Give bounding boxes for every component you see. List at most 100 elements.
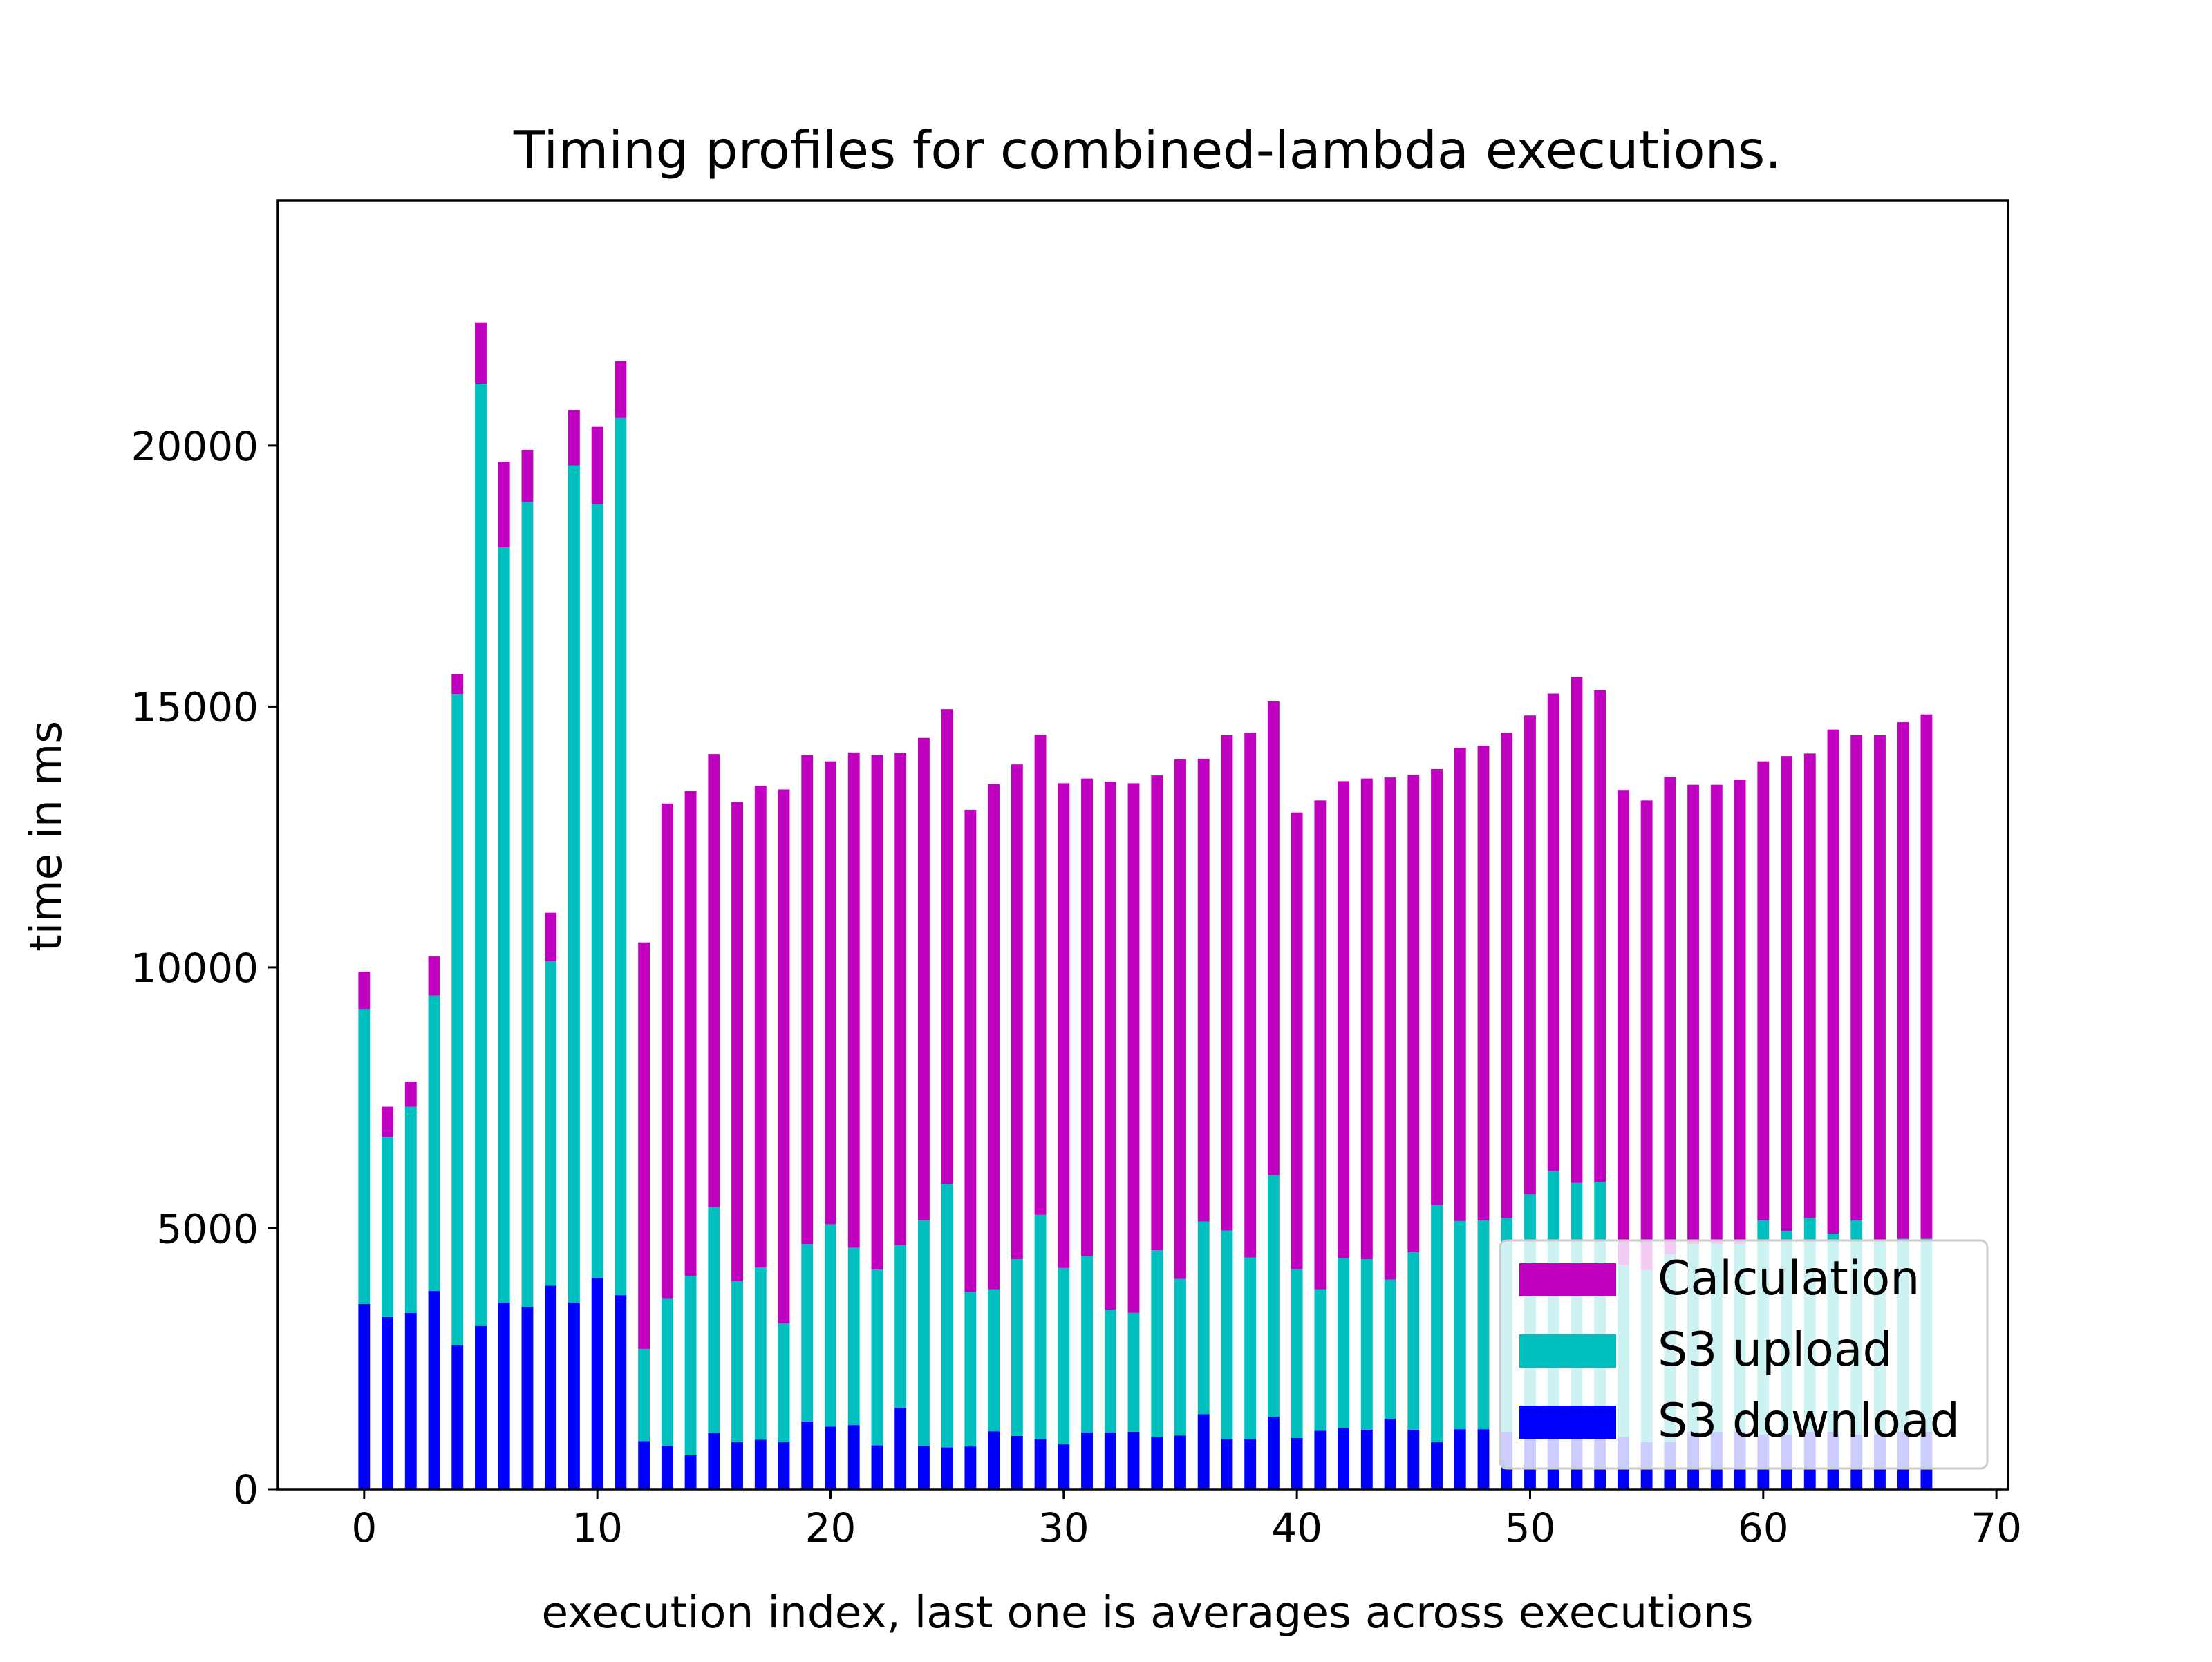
bar-segment-s3-download <box>475 1325 487 1489</box>
legend-label: Calculation <box>1658 1252 1920 1306</box>
bar-segment-s3-upload <box>1151 1250 1163 1437</box>
bar-segment-s3-download <box>428 1291 440 1489</box>
bar-segment-s3-download <box>521 1307 534 1489</box>
bar-segment-calculation <box>1197 758 1210 1222</box>
bar-segment-calculation <box>1104 782 1116 1310</box>
bar-segment-s3-download <box>1221 1439 1233 1489</box>
bar-segment-s3-download <box>1197 1414 1210 1489</box>
bar-segment-calculation <box>1291 812 1303 1269</box>
bar-segment-s3-download <box>847 1425 860 1489</box>
bar-segment-calculation <box>778 789 790 1323</box>
bar-segment-s3-download <box>1244 1439 1257 1489</box>
bar-segment-calculation <box>1338 781 1350 1258</box>
bar-segment-calculation <box>1360 778 1373 1260</box>
x-tick-label: 60 <box>1738 1504 1789 1551</box>
bar-segment-s3-upload <box>428 995 440 1292</box>
bar-segment-calculation <box>661 803 673 1299</box>
bar-segment-s3-upload <box>941 1184 953 1448</box>
bar-segment-calculation <box>1874 735 1886 1242</box>
x-tick-label: 20 <box>805 1504 856 1551</box>
bar-segment-s3-download <box>358 1303 371 1489</box>
bar-segment-s3-upload <box>661 1298 673 1446</box>
bar-segment-s3-upload <box>638 1348 650 1442</box>
bar-segment-s3-upload <box>451 694 464 1345</box>
bar-segment-calculation <box>475 322 487 384</box>
bar-segment-s3-upload <box>1197 1221 1210 1415</box>
bar-segment-s3-upload <box>1011 1259 1023 1436</box>
bar-segment-s3-upload <box>1291 1269 1303 1438</box>
bar-segment-calculation <box>1897 722 1909 1239</box>
bar-segment-calculation <box>615 361 627 418</box>
bar-segment-calculation <box>358 971 371 1010</box>
bar-segment-calculation <box>1710 784 1723 1245</box>
bar-segment-s3-download <box>1338 1428 1350 1489</box>
y-tick-label: 0 <box>233 1466 259 1513</box>
bar-segment-s3-upload <box>1407 1252 1420 1430</box>
x-tick-label: 50 <box>1505 1504 1556 1551</box>
bar-segment-s3-download <box>731 1442 743 1489</box>
bar-segment-s3-download <box>801 1421 814 1489</box>
bar-segment-calculation <box>1151 775 1163 1251</box>
bar-segment-s3-upload <box>684 1276 697 1455</box>
bar-segment-s3-download <box>825 1426 836 1489</box>
bar-segment-s3-upload <box>964 1292 977 1447</box>
bar-segment-s3-upload <box>1431 1205 1443 1443</box>
y-tick-label: 10000 <box>131 945 259 992</box>
x-tick-label: 0 <box>351 1504 377 1551</box>
bar-segment-calculation <box>1757 761 1770 1221</box>
bar-segment-s3-download <box>1034 1439 1047 1489</box>
bar-segment-s3-upload <box>1314 1289 1327 1431</box>
bar-segment-calculation <box>1384 777 1396 1280</box>
bar-segment-s3-download <box>778 1442 790 1489</box>
bar-segment-calculation <box>1524 715 1536 1195</box>
bar-segment-calculation <box>731 802 743 1281</box>
bar-segment-s3-download <box>1127 1431 1140 1489</box>
legend: Calculation S3 upload S3 download <box>1499 1239 1989 1470</box>
bar-segment-s3-download <box>1174 1435 1186 1489</box>
y-tick-label: 15000 <box>131 683 259 730</box>
bar-segment-calculation <box>451 674 464 695</box>
bar-segment-calculation <box>1664 777 1676 1255</box>
bar-segment-s3-download <box>708 1433 720 1489</box>
bar-segment-s3-upload <box>1360 1259 1373 1430</box>
bar-segment-calculation <box>1127 783 1140 1313</box>
y-tick-label: 5000 <box>156 1205 259 1252</box>
bar-segment-s3-upload <box>1058 1267 1070 1445</box>
bar-segment-s3-upload <box>801 1244 814 1422</box>
bar-segment-s3-download <box>382 1316 393 1489</box>
legend-swatch <box>1519 1406 1616 1439</box>
bar-segment-calculation <box>404 1082 417 1107</box>
legend-swatch <box>1519 1334 1616 1368</box>
bar-segment-calculation <box>1687 784 1700 1245</box>
axes-layer: 0 10 20 30 40 50 60 70 0 5000 10000 15000 20000 <box>131 199 2022 1551</box>
bar-segment-calculation <box>638 942 650 1349</box>
bar-segment-s3-download <box>1104 1432 1116 1489</box>
bar-segment-s3-upload <box>894 1245 907 1408</box>
bar-segment-calculation <box>1850 735 1863 1221</box>
x-tick-label: 70 <box>1971 1504 2022 1551</box>
x-tick-label: 40 <box>1271 1504 1322 1551</box>
bar-segment-calculation <box>1058 783 1070 1268</box>
bar-segment-calculation <box>801 755 814 1245</box>
bar-segment-calculation <box>1174 759 1186 1279</box>
bar-segment-calculation <box>1454 748 1466 1221</box>
bar-segment-s3-upload <box>521 502 534 1307</box>
x-axis-label: execution index, last one is averages ac… <box>541 1587 1753 1638</box>
bar-segment-s3-upload <box>1104 1310 1116 1433</box>
bar-segment-calculation <box>1244 733 1257 1258</box>
bar-segment-s3-download <box>1291 1438 1303 1489</box>
bar-segment-s3-upload <box>1127 1312 1140 1432</box>
bar-segment-s3-upload <box>404 1106 417 1313</box>
bar-segment-s3-download <box>591 1278 603 1489</box>
bar-segment-s3-download <box>451 1345 464 1489</box>
bar-segment-calculation <box>1011 764 1023 1260</box>
bar-segment-s3-upload <box>847 1247 860 1426</box>
bar-segment-calculation <box>382 1106 393 1137</box>
bar-segment-calculation <box>1617 790 1629 1265</box>
chart-title: Timing profiles for combined-lambda exec… <box>513 120 1781 180</box>
bar-segment-s3-download <box>1011 1435 1023 1489</box>
bar-segment-s3-upload <box>358 1009 371 1304</box>
bar-segment-s3-download <box>1407 1429 1420 1489</box>
